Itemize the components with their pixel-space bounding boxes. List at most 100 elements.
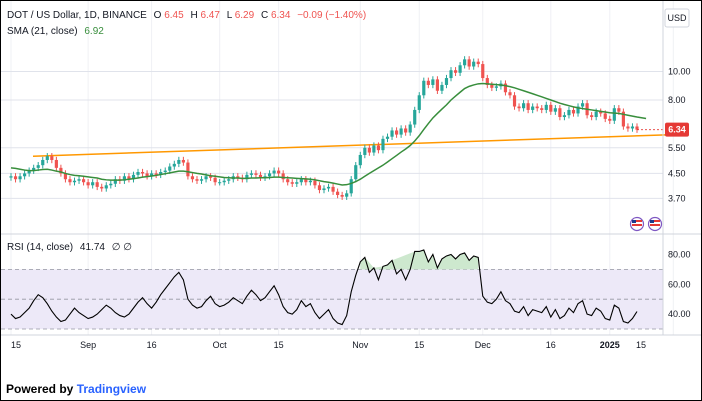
currency-button[interactable]: USD: [664, 8, 690, 28]
candle-body: [635, 126, 639, 130]
candle-body: [508, 92, 512, 96]
candle-body: [317, 185, 322, 191]
price-tick-label: 3.70: [668, 193, 686, 203]
candle-body: [599, 111, 603, 114]
candle-body: [50, 156, 54, 160]
candle-body: [81, 179, 86, 183]
candle-body: [367, 147, 371, 153]
sma-label: SMA (21, close): [7, 26, 78, 37]
candle-body: [512, 95, 517, 107]
candle-body: [213, 177, 217, 183]
candle-body: [413, 109, 417, 125]
candle-body: [177, 159, 181, 164]
candle-body: [295, 182, 299, 184]
candle-body: [27, 170, 31, 174]
candle-body: [408, 124, 412, 133]
legend-symbol: DOT / US Dollar, 1D, BINANCE: [7, 10, 147, 21]
candle-body: [59, 167, 63, 174]
candle-body: [313, 180, 317, 186]
candle-body: [571, 109, 576, 114]
time-tick-label: Sep: [80, 340, 96, 350]
candle-body: [431, 79, 435, 85]
candle-body: [580, 103, 585, 107]
last-price-value: 6.34: [668, 125, 686, 135]
footer-brand[interactable]: Tradingview: [76, 382, 147, 396]
candle-body: [336, 191, 340, 195]
candle-body: [399, 128, 403, 135]
candle-body: [612, 108, 616, 121]
candle-body: [444, 78, 449, 85]
footer-prefix: Powered by: [6, 382, 77, 396]
candle-body: [481, 64, 485, 79]
candle-body: [376, 145, 381, 151]
candle-body: [608, 118, 612, 121]
us-flag-icon-2: [647, 216, 663, 232]
candle-body: [304, 179, 308, 183]
time-tick-label: 15: [636, 340, 646, 350]
candle-body: [286, 179, 290, 183]
candles-layer: [9, 56, 639, 200]
candle-body: [449, 70, 453, 79]
candle-body: [45, 156, 49, 160]
candle-body: [68, 179, 72, 183]
candle-body: [168, 166, 172, 171]
candle-body: [181, 159, 185, 163]
legend-line-2: SMA (21, close) 6.92: [7, 26, 104, 37]
candle-body: [95, 182, 99, 187]
candle-body: [18, 176, 22, 180]
candle-body: [41, 159, 45, 166]
time-tick-label: 16: [147, 340, 157, 350]
candle-body: [227, 179, 231, 181]
rsi-value: 41.74: [80, 242, 105, 253]
candle-body: [472, 61, 476, 67]
candle-body: [267, 173, 272, 177]
footer-attribution: Powered by Tradingview: [6, 382, 146, 396]
candle-body: [590, 115, 594, 118]
candle-body: [385, 136, 390, 139]
legend-o-value: 6.45: [164, 10, 184, 21]
rsi-legend: RSI (14, close) 41.74 ∅ ∅: [7, 242, 132, 253]
price-tick-label: 10.00: [668, 67, 691, 77]
candle-body: [218, 182, 222, 184]
time-tick-label: Dec: [475, 340, 492, 350]
candle-body: [186, 162, 190, 177]
candle-body: [517, 106, 521, 109]
candle-body: [526, 103, 530, 110]
candle-body: [13, 176, 18, 180]
candle-body: [340, 194, 344, 197]
candle-body: [390, 130, 394, 137]
candle-body: [277, 170, 281, 174]
legend-l-value: 6.29: [235, 10, 255, 21]
candle-body: [576, 106, 580, 114]
candle-body: [331, 186, 335, 192]
candle-body: [531, 106, 535, 110]
candle-body: [122, 176, 126, 181]
time-tick-label: 2025: [600, 340, 620, 350]
candle-body: [490, 84, 494, 88]
candle-body: [322, 188, 326, 191]
candle-body: [354, 165, 358, 180]
time-tick-label: 16: [546, 340, 556, 350]
rsi-line: [10, 249, 638, 326]
candle-body: [522, 103, 526, 109]
last-price-tag: 6.34: [665, 122, 689, 137]
candle-body: [467, 59, 471, 67]
candle-body: [435, 79, 439, 91]
candle-body: [567, 109, 571, 116]
candle-body: [159, 172, 163, 175]
time-tick-label: Oct: [213, 340, 228, 350]
candle-body: [621, 111, 625, 127]
candle-body: [349, 179, 353, 194]
legend-c-label: C: [261, 10, 268, 21]
candle-body: [372, 145, 376, 153]
candle-body: [199, 179, 204, 181]
candle-body: [326, 186, 331, 189]
candle-body: [272, 170, 276, 174]
legend-h-value: 6.47: [200, 10, 220, 21]
axis-labels: 3.70 4.50 5.50 8.00 10.00 40.00 60.00 80.00 15 Se…: [11, 67, 691, 350]
candle-body: [426, 80, 430, 85]
rsi-tick-label: 40.00: [668, 309, 691, 319]
candle-body: [417, 95, 421, 110]
candle-body: [163, 170, 167, 173]
price-tick-label: 8.00: [668, 95, 686, 105]
